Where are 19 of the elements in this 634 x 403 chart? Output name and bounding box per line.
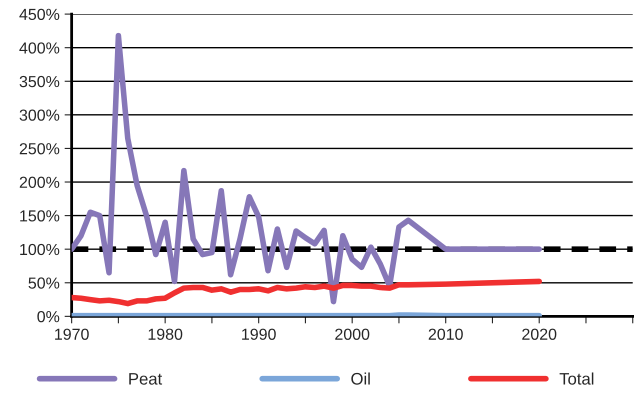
x-tick-label: 1970 xyxy=(55,328,89,340)
legend-label: Peat xyxy=(129,373,162,385)
y-tick-label: 400% xyxy=(19,42,60,54)
legend-label: Oil xyxy=(351,372,370,385)
x-tick-label: 1990 xyxy=(242,328,276,340)
y-tick-label: 250% xyxy=(20,143,60,154)
y-tick-label: 150% xyxy=(20,210,60,222)
y-tick-label: 300% xyxy=(20,109,60,121)
y-tick-label: 100% xyxy=(20,244,60,256)
y-tick-label: 0% xyxy=(37,310,60,322)
x-tick-label: 1980 xyxy=(148,328,182,340)
x-tick-label: 2010 xyxy=(428,328,463,340)
y-tick-label: 450% xyxy=(19,8,60,20)
y-tick-label: 350% xyxy=(20,76,60,88)
y-tick-label: 200% xyxy=(20,176,60,188)
legend-label: Total xyxy=(560,372,594,385)
x-tick-label: 2020 xyxy=(522,328,556,340)
x-tick-label: 2000 xyxy=(335,328,370,340)
y-tick-label: 50% xyxy=(28,277,60,289)
